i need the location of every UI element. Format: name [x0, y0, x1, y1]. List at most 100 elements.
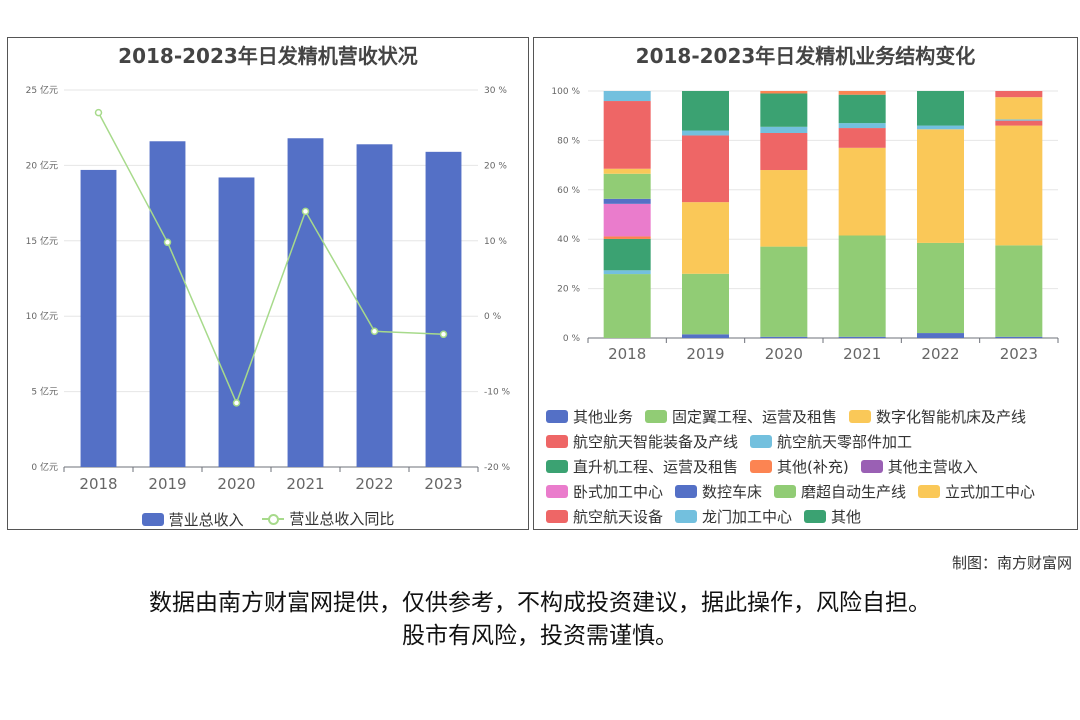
- x-tick-label: 2019: [148, 475, 186, 493]
- legend-row: 其他业务 固定翼工程、运营及租售 数字化智能机床及产线: [546, 406, 1073, 431]
- legend-item[interactable]: 卧式加工中心: [546, 481, 663, 502]
- point-yoy-2021: [301, 207, 310, 216]
- x-tick-label: 2023: [1000, 345, 1038, 363]
- legend-item[interactable]: 其他(补充): [750, 456, 849, 477]
- structure-chart-title: 2018-2023年日发精机业务结构变化: [635, 44, 976, 68]
- legend-swatch: [645, 410, 668, 423]
- legend-row: 直升机工程、运营及租售 其他(补充) 其他主营收入: [546, 456, 1073, 481]
- segment-2022: [917, 91, 964, 126]
- y-right-tick-label: -20 %: [484, 463, 511, 473]
- legend-item[interactable]: 其他业务: [546, 406, 633, 427]
- structure-chart-legend: 其他业务 固定翼工程、运营及租售 数字化智能机床及产线航空航天智能装备及产线 航空航天…: [546, 406, 1073, 529]
- bar-revenue-2023: [425, 151, 462, 467]
- disclaimer-line-2: 股市有风险，投资需谨慎。: [402, 623, 678, 649]
- legend-label: 直升机工程、运营及租售: [573, 458, 739, 476]
- point-yoy-2022: [370, 327, 379, 336]
- y-right-tick-label: 0 %: [484, 312, 502, 322]
- segment-2023: [995, 97, 1043, 120]
- y-left-tick-label: 5 亿元: [31, 386, 58, 398]
- y-left-tick-label: 10 亿元: [26, 310, 58, 322]
- legend-label: 航空航天设备: [573, 508, 664, 526]
- legend-item[interactable]: 航空航天零部件加工: [750, 431, 912, 452]
- point-yoy-2023: [439, 330, 448, 339]
- segment-2023: [995, 119, 1043, 121]
- y-right-tick-label: 10 %: [484, 237, 507, 247]
- segment-2018: [603, 270, 651, 275]
- y-left-tick-label: 25 亿元: [26, 84, 58, 96]
- legend-item[interactable]: 航空航天设备: [546, 506, 663, 527]
- legend-row: 航空航天智能装备及产线 航空航天零部件加工: [546, 431, 1073, 456]
- legend-item-yoy[interactable]: 营业总收入同比: [262, 508, 394, 529]
- segment-2019: [682, 334, 729, 338]
- x-tick-label: 2018: [79, 475, 117, 493]
- legend-label: 卧式加工中心: [573, 483, 664, 501]
- segment-2018: [603, 173, 651, 199]
- segment-2018: [603, 203, 651, 237]
- legend-item[interactable]: 立式加工中心: [918, 481, 1035, 502]
- legend-item[interactable]: 数控车床: [675, 481, 762, 502]
- x-tick-label: 2021: [286, 475, 324, 493]
- legend-label-revenue: 营业总收入: [168, 510, 244, 529]
- segment-2019: [682, 273, 729, 335]
- y-tick-label: 100 %: [551, 87, 580, 97]
- legend-item-revenue[interactable]: 营业总收入: [141, 509, 244, 530]
- y-tick-label: 0 %: [563, 334, 581, 344]
- legend-swatch: [675, 510, 698, 523]
- legend-item[interactable]: 固定翼工程、运营及租售: [645, 406, 837, 427]
- legend-label: 航空航天智能装备及产线: [573, 433, 739, 451]
- legend-label: 磨超自动生产线: [801, 483, 907, 501]
- segment-2021: [838, 94, 886, 124]
- legend-swatch: [546, 510, 568, 523]
- structure-chart-svg: 0 % 20 % 40 % 60 % 80 % 100 % 2018 2019 2020 2021…: [551, 87, 1059, 363]
- legend-label: 其他(补充): [777, 458, 849, 476]
- legend-swatch: [675, 485, 698, 498]
- legend-swatch-line: [262, 512, 285, 526]
- legend-item[interactable]: 磨超自动生产线: [774, 481, 906, 502]
- y-right-tick-label: -10 %: [484, 388, 511, 398]
- x-tick-label: 2022: [921, 345, 959, 363]
- legend-label: 立式加工中心: [945, 483, 1036, 501]
- legend-item[interactable]: 龙门加工中心: [675, 506, 792, 527]
- segment-2020: [760, 132, 808, 171]
- legend-item[interactable]: 其他主营收入: [860, 456, 978, 477]
- legend-label-yoy: 营业总收入同比: [289, 510, 395, 528]
- x-tick-label: 2018: [608, 345, 646, 363]
- legend-item[interactable]: 直升机工程、运营及租售: [546, 456, 738, 477]
- segment-2021: [838, 235, 886, 337]
- bar-revenue-2018: [80, 169, 117, 467]
- legend-swatch: [918, 485, 941, 498]
- legend-label: 固定翼工程、运营及租售: [672, 408, 838, 426]
- point-yoy-2018: [94, 108, 103, 117]
- segment-2018: [603, 91, 651, 102]
- x-tick-label: 2020: [765, 345, 803, 363]
- disclaimer-line-1: 数据由南方财富网提供，仅供参考，不构成投资建议，据此操作，风险自担。: [149, 590, 931, 616]
- x-tick-label: 2023: [424, 475, 462, 493]
- legend-label: 其他业务: [573, 408, 634, 426]
- y-left-tick-label: 20 亿元: [26, 159, 58, 171]
- segment-2018: [603, 168, 651, 174]
- segment-2021: [838, 128, 886, 148]
- segment-2018: [603, 236, 651, 239]
- legend-item[interactable]: 其他: [804, 506, 861, 527]
- segment-2023: [995, 245, 1043, 337]
- segment-2020: [760, 246, 808, 337]
- legend-label: 其他: [831, 508, 862, 526]
- legend-item[interactable]: 数字化智能机床及产线: [849, 406, 1026, 427]
- bar-revenue-2019: [149, 141, 186, 467]
- legend-label: 数控车床: [702, 483, 763, 501]
- legend-swatch: [546, 485, 568, 498]
- y-left-tick-label: 15 亿元: [26, 235, 58, 247]
- y-right-tick-label: 30 %: [484, 86, 507, 96]
- legend-swatch: [750, 435, 773, 448]
- segment-2022: [917, 125, 964, 130]
- legend-swatch: [774, 485, 797, 498]
- y-tick-label: 80 %: [557, 136, 580, 146]
- segment-2021: [838, 147, 886, 236]
- legend-swatch: [849, 410, 872, 423]
- structure-chart-panel: 2018-2023年日发精机业务结构变化 0 % 20 % 40 % 60 % 80 %…: [533, 37, 1078, 530]
- chart-credit: 制图：南方财富网: [951, 554, 1072, 572]
- bar-revenue-2021: [287, 138, 324, 468]
- legend-item[interactable]: 航空航天智能装备及产线: [546, 431, 738, 452]
- legend-label: 其他主营收入: [887, 458, 978, 476]
- segment-2019: [682, 130, 729, 136]
